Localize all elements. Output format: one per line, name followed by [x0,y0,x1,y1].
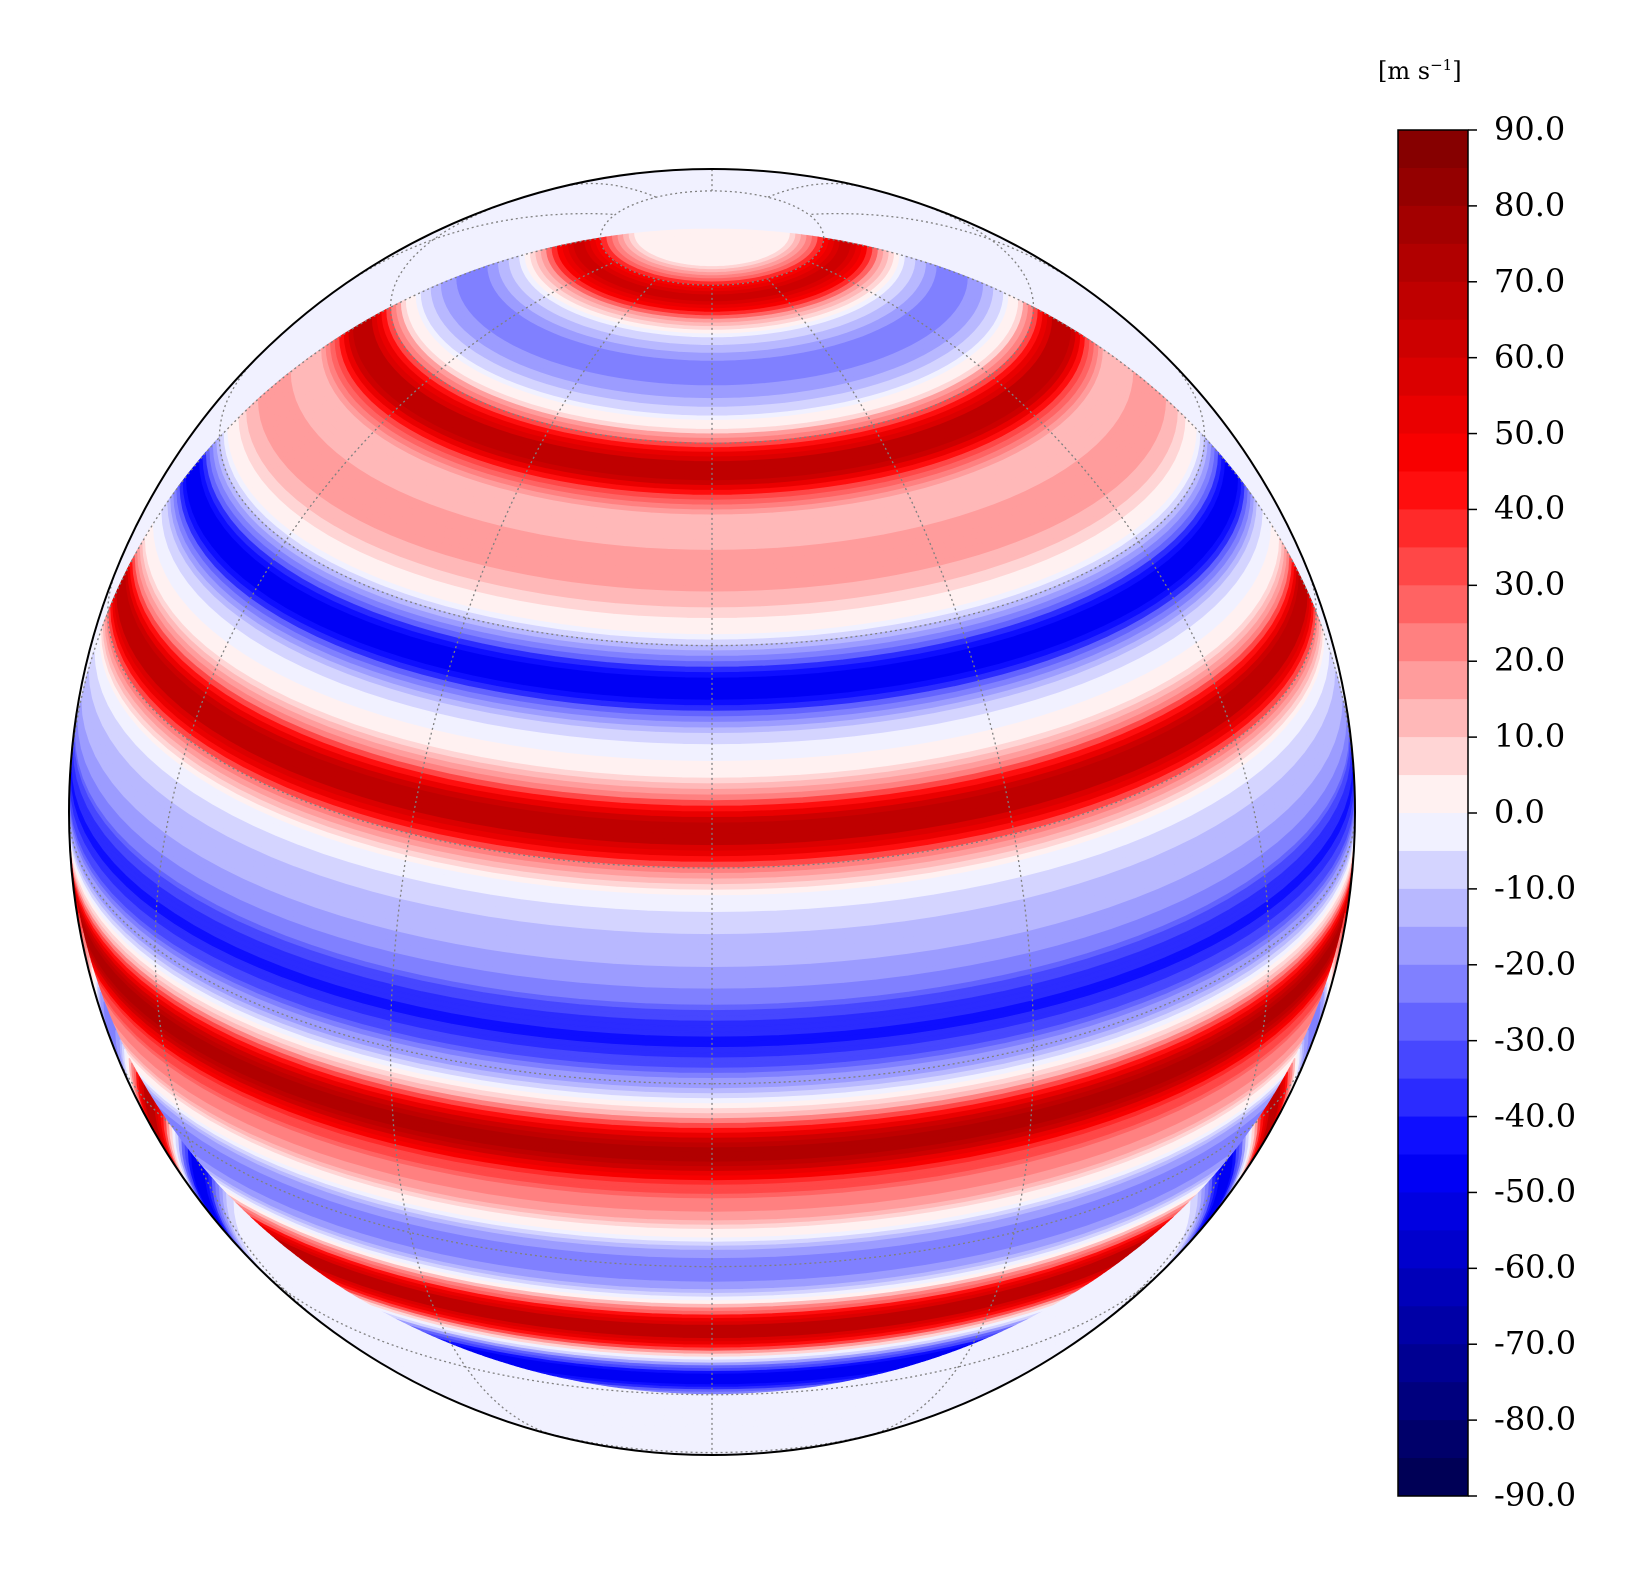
colorbar-cell [1398,1230,1468,1269]
colorbar-cell [1398,926,1468,966]
colorbar-cell [1398,1458,1468,1496]
colorbar-cell [1398,1306,1468,1345]
colorbar-tick-label: -90.0 [1494,1476,1577,1514]
parallel-line [261,1270,1163,1396]
colorbar-cell [1398,167,1468,207]
colorbar-tick-label: -40.0 [1494,1096,1577,1135]
colorbar-tick-label: 70.0 [1494,261,1566,300]
colorbar-tick-label: -50.0 [1494,1172,1577,1211]
graticule-lines [69,169,1355,1455]
colorbar-cell [1398,585,1468,624]
colorbar-tick-marks [1468,129,1477,1497]
parallel-line [69,811,1355,1085]
colorbar-cell [1398,281,1468,321]
meridian-line [823,237,1355,813]
colorbar-cell [1398,205,1468,245]
globe-outline [68,168,1356,1456]
colorbar-cell [1398,1382,1468,1421]
colorbar-tick-label: -10.0 [1494,868,1577,907]
colorbar-cell [1398,737,1468,776]
colorbar-cell [1398,357,1468,397]
parallel-line [599,190,825,286]
colorbar-tick-label: 20.0 [1494,641,1566,680]
zonal-wind-field [69,169,1355,1455]
colorbar-tick-label: 0.0 [1494,793,1545,831]
colorbar-cell [1398,1268,1468,1307]
colorbar-tick-label: 30.0 [1494,565,1566,604]
colorbar-cell [1398,1420,1468,1459]
colorbar-cell [1398,243,1468,283]
colorbar-cell [1398,888,1468,928]
colorbar-cell [1398,623,1468,662]
colorbar-cell [1398,471,1468,511]
colorbar-tick-label: -80.0 [1494,1400,1577,1439]
colorbar-unit-label: [m s−1] [1378,56,1462,85]
colorbar-cell [1398,130,1468,169]
meridian-line [808,212,1093,294]
colorbar-tick-label: -30.0 [1494,1020,1577,1059]
colorbar-cell [1398,1040,1468,1080]
colorbar-cell [1398,1078,1468,1118]
colorbar-cell [1398,547,1468,586]
colorbar-cell [1398,395,1468,435]
colorbar-tick-label: 50.0 [1494,413,1566,452]
colorbar-cell [1398,699,1468,738]
colorbar-tick-label: 80.0 [1494,185,1566,224]
colorbar-cell [1398,775,1468,814]
colorbar-cell [1398,1192,1468,1231]
colorbar-tick-label: 60.0 [1494,337,1566,376]
colorbar-cell [1398,813,1468,852]
meridian-line [69,237,601,813]
colorbar-cell [1398,1154,1468,1194]
colorbar-tick-label: 40.0 [1494,489,1566,528]
colorbar-cell [1398,1116,1468,1156]
colorbar-cell [1398,850,1468,890]
colorbar-cell [1398,661,1468,700]
wind-band [705,1394,719,1398]
colorbar-cell [1398,1344,1468,1383]
meridian-line [331,212,616,294]
colorbar-tick-label: 10.0 [1494,717,1566,756]
colorbar-cell [1398,1002,1468,1042]
parallel-line [522,1425,902,1454]
colorbar-tick-label: -60.0 [1494,1248,1577,1287]
colorbar [1398,130,1468,1496]
colorbar-cell [1398,964,1468,1004]
parallel-line [218,358,1206,647]
colorbar-tick-label: -70.0 [1494,1324,1577,1363]
colorbar-cell [1398,509,1468,548]
colorbar-cell [1398,433,1468,473]
colorbar-tick-label: 90.0 [1494,110,1566,148]
colorbar-cell [1398,319,1468,359]
colorbar-tick-label: -20.0 [1494,944,1577,983]
